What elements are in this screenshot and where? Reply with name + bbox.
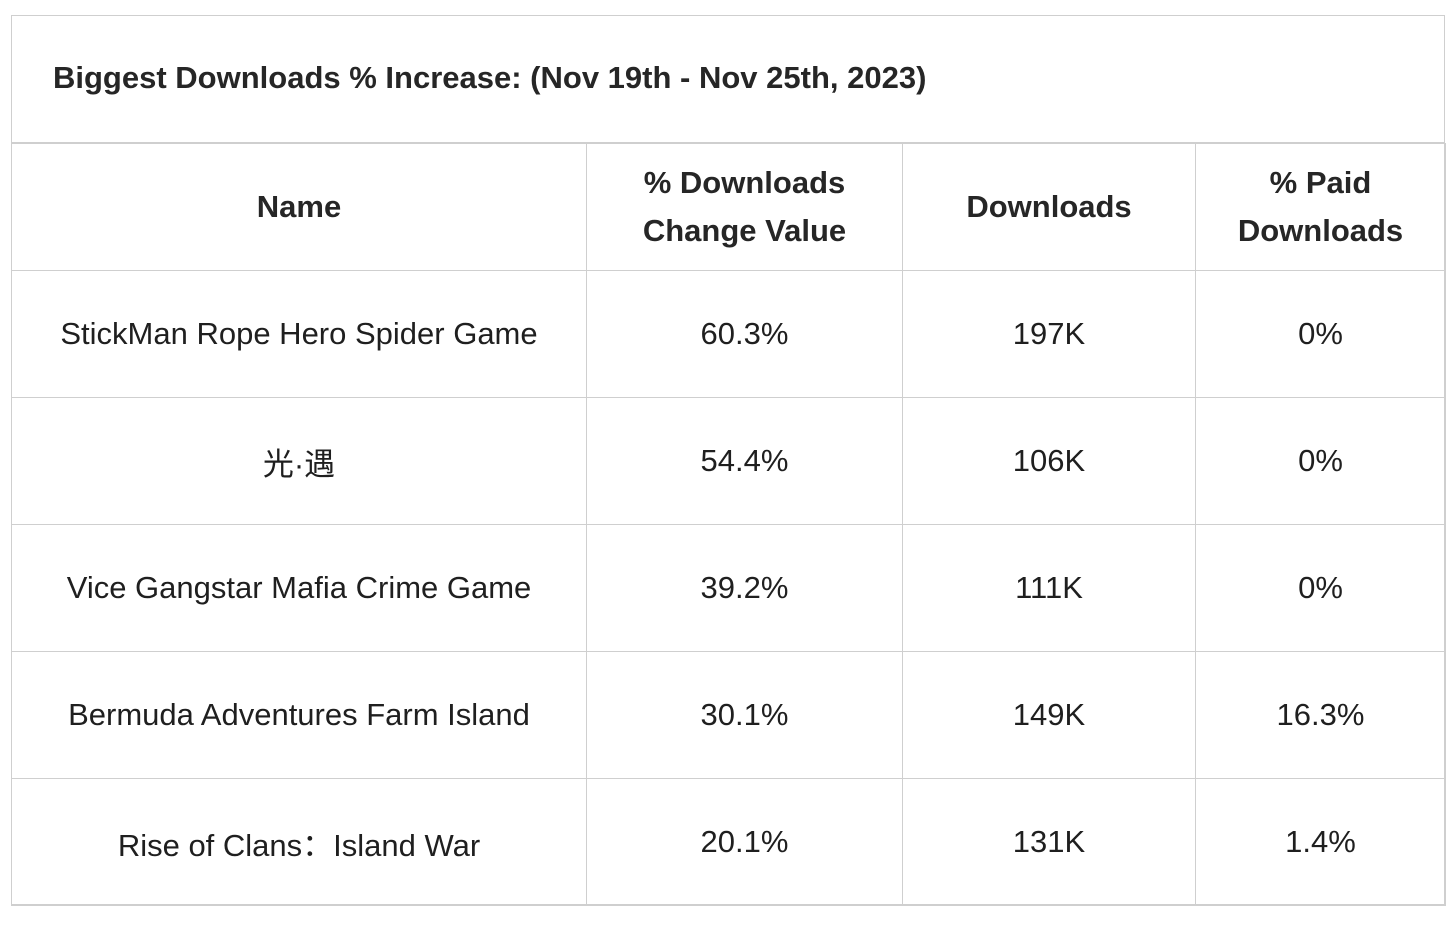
cell-change: 20.1% — [586, 778, 903, 906]
cell-name: Bermuda Adventures Farm Island — [11, 651, 587, 779]
cell-downloads: 197K — [902, 270, 1196, 398]
cell-downloads: 111K — [902, 524, 1196, 652]
cell-change: 30.1% — [586, 651, 903, 779]
cell-paid: 1.4% — [1195, 778, 1446, 906]
cell-paid: 0% — [1195, 524, 1446, 652]
cell-downloads: 106K — [902, 397, 1196, 525]
cell-change: 54.4% — [586, 397, 903, 525]
downloads-table: Name % Downloads Change Value Downloads … — [11, 143, 1446, 906]
table-row: StickMan Rope Hero Spider Game 60.3% 197… — [11, 270, 1446, 398]
header-change-line-2: Change Value — [642, 213, 847, 248]
cell-downloads: 149K — [902, 651, 1196, 779]
header-change-line-1: % Downloads — [643, 165, 846, 200]
table-title: Biggest Downloads % Increase: (Nov 19th … — [53, 60, 927, 95]
header-paid-downloads: % Paid Downloads — [1195, 143, 1446, 271]
header-downloads-change: % Downloads Change Value — [586, 143, 903, 271]
table-title-row: Biggest Downloads % Increase: (Nov 19th … — [12, 16, 1444, 143]
cell-name: Vice Gangstar Mafia Crime Game — [11, 524, 587, 652]
header-downloads-line: Downloads — [966, 189, 1132, 224]
header-paid-line-1: % Paid — [1269, 165, 1372, 200]
cell-name: Rise of Clans：Island War — [11, 778, 587, 906]
header-name-line: Name — [256, 189, 342, 224]
table-row: Rise of Clans：Island War 20.1% 131K 1.4% — [11, 778, 1446, 906]
downloads-table-card: Biggest Downloads % Increase: (Nov 19th … — [11, 15, 1446, 906]
cell-paid: 16.3% — [1195, 651, 1446, 779]
cell-change: 60.3% — [586, 270, 903, 398]
header-name: Name — [11, 143, 587, 271]
cell-paid: 0% — [1195, 397, 1446, 525]
cell-change: 39.2% — [586, 524, 903, 652]
cell-downloads: 131K — [902, 778, 1196, 906]
cell-name: StickMan Rope Hero Spider Game — [11, 270, 587, 398]
cell-name: 光·遇 — [11, 397, 587, 525]
header-downloads: Downloads — [902, 143, 1196, 271]
table-row: Vice Gangstar Mafia Crime Game 39.2% 111… — [11, 524, 1446, 652]
header-paid-line-2: Downloads — [1237, 213, 1404, 248]
cell-paid: 0% — [1195, 270, 1446, 398]
table-row: Bermuda Adventures Farm Island 30.1% 149… — [11, 651, 1446, 779]
header-row: Name % Downloads Change Value Downloads … — [11, 143, 1446, 271]
table-row: 光·遇 54.4% 106K 0% — [11, 397, 1446, 525]
